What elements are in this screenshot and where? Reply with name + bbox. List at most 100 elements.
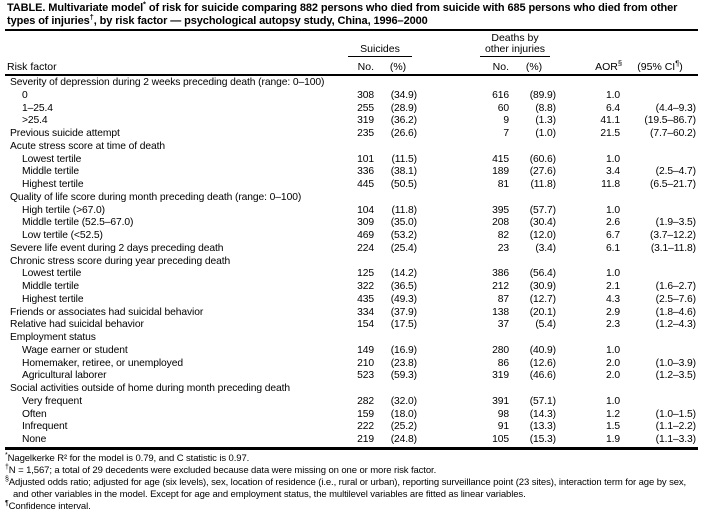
column-group-header-row: Suicides Deaths by other injuries [5, 31, 698, 57]
footnote-text: Nagelkerke R² for the model is 0.79, and… [7, 452, 250, 464]
cell-suicides-no [341, 77, 376, 90]
cell-suicides-pct [376, 383, 420, 396]
cell-aor [557, 332, 622, 345]
cell-ci [622, 396, 698, 409]
cell-suicides-pct: (50.5) [390, 179, 417, 190]
cell-ci: (6.5–21.7) [650, 179, 696, 190]
table-row: Acute stress score at time of death [5, 141, 698, 154]
risk-factor-label: Infrequent [22, 421, 68, 433]
cell-other-no: 105 [492, 434, 509, 445]
cell-suicides-no: 523 [357, 370, 374, 382]
cell-ci: (2.5–7.6) [655, 293, 696, 305]
cell-suicides-no: 336 [357, 166, 374, 178]
cell-ci: (3.7–12.2) [650, 230, 696, 241]
cell-other-no [420, 77, 511, 90]
table-row: Middle tertile 336 (38.1) 189 (27.6) 3.4… [5, 166, 698, 179]
other-injuries-column-group: Deaths by other injuries [420, 33, 557, 57]
cell-aor: 1.0 [605, 204, 620, 216]
cell-ci: (1.0–3.9) [655, 357, 696, 369]
cell-other-no: 9 [503, 115, 509, 127]
table-row: Relative had suicidal behavior 154 (17.5… [5, 319, 698, 332]
suicides-column-group: Suicides [341, 43, 420, 57]
table-row: Severe life event during 2 days precedin… [5, 243, 698, 256]
footnote-marker-dagger: † [89, 12, 94, 22]
cell-ci [622, 154, 698, 167]
title-text: TABLE. Multivariate model [7, 2, 144, 14]
cell-aor [557, 383, 622, 396]
risk-factor-label: 1–25.4 [22, 102, 53, 114]
cell-suicides-pct: (16.9) [390, 344, 417, 356]
footnotes: *Nagelkerke R² for the model is 0.79, an… [5, 450, 698, 513]
cell-other-pct [511, 192, 557, 205]
cell-suicides-pct: (53.2) [390, 230, 417, 241]
title-rule [5, 29, 698, 31]
footnote-marker-pilcrow: ¶ [675, 58, 680, 68]
footnote-marker: † [5, 463, 9, 471]
cell-other-no: 91 [497, 421, 509, 433]
cell-suicides-pct: (35.0) [390, 217, 417, 229]
cell-other-no: 395 [492, 204, 509, 216]
suicides-no-header: No. [357, 61, 374, 73]
cell-other-no [420, 383, 511, 396]
cell-other-no: 208 [492, 217, 509, 229]
cell-other-pct [511, 77, 557, 90]
cell-suicides-no: 125 [357, 268, 374, 280]
cell-suicides-no [341, 192, 376, 205]
cell-suicides-no: 255 [357, 102, 374, 114]
cell-suicides-no: 435 [357, 293, 374, 305]
table-body: Severity of depression during 2 weeks pr… [5, 76, 698, 447]
cell-suicides-no [341, 256, 376, 269]
risk-factor-label: Chronic stress score during year precedi… [10, 255, 231, 267]
table-row: Agricultural laborer 523 (59.3) 319 (46.… [5, 370, 698, 383]
risk-factor-label: Middle tertile (52.5–67.0) [22, 217, 134, 229]
table-row: Lowest tertile 101 (11.5) 415 (60.6) 1.0 [5, 154, 698, 167]
cell-ci [622, 90, 698, 103]
cell-suicides-no [341, 383, 376, 396]
cell-other-no: 86 [497, 357, 509, 369]
cell-aor: 1.2 [605, 408, 620, 420]
other-no-header: No. [492, 61, 509, 73]
cell-other-pct: (13.3) [529, 421, 556, 433]
footnote: †N = 1,567; a total of 29 decedents were… [5, 463, 698, 477]
aor-header: AOR§ [595, 58, 622, 73]
cell-suicides-no: 159 [357, 408, 374, 420]
table-row: Homemaker, retiree, or unemployed 210 (2… [5, 358, 698, 371]
risk-factor-label: Severity of depression during 2 weeks pr… [10, 77, 325, 88]
cell-suicides-no: 149 [357, 344, 374, 356]
table-title: TABLE. Multivariate model* of risk for s… [5, 0, 698, 29]
cell-aor: 1.0 [605, 344, 620, 356]
footnote-text: Adjusted odds ratio; adjusted for age (s… [8, 476, 687, 500]
cell-suicides-no: 104 [357, 204, 374, 216]
risk-factor-label: Acute stress score at time of death [10, 140, 166, 152]
cell-suicides-pct: (11.8) [391, 204, 417, 216]
cell-other-pct: (46.6) [529, 370, 556, 382]
cell-aor: 6.1 [605, 242, 620, 254]
suicides-pct-header: (%) [389, 61, 407, 73]
cell-ci: (1.9–3.5) [655, 217, 696, 229]
cell-aor [557, 256, 622, 269]
cell-ci: (7.7–60.2) [650, 128, 696, 139]
risk-factor-label: Lowest tertile [22, 268, 82, 280]
cell-other-pct: (1.3) [535, 115, 556, 127]
table-row: Friends or associates had suicidal behav… [5, 307, 698, 320]
table-row: 1–25.4 255 (28.9) 60 (8.8) 6.4 (4.4–9.3) [5, 103, 698, 116]
risk-factor-label: Friends or associates had suicidal behav… [10, 306, 204, 318]
cell-ci: (4.4–9.3) [655, 102, 696, 114]
risk-factor-label: Relative had suicidal behavior [10, 319, 144, 331]
cell-suicides-no: 101 [357, 153, 374, 165]
cell-ci: (1.2–3.5) [655, 370, 696, 382]
cell-other-pct: (60.6) [529, 153, 556, 165]
cell-other-no: 280 [492, 344, 509, 356]
table-row: Highest tertile 435 (49.3) 87 (12.7) 4.3… [5, 294, 698, 307]
cell-aor: 2.3 [605, 319, 620, 331]
cell-other-no [420, 192, 511, 205]
cell-aor: 11.8 [601, 179, 620, 190]
cell-suicides-pct: (37.9) [390, 306, 417, 318]
footnote: *Nagelkerke R² for the model is 0.79, an… [5, 452, 698, 465]
other-injuries-group-label: Deaths by other injuries [480, 33, 550, 57]
risk-factor-label: Homemaker, retiree, or unemployed [22, 357, 183, 369]
cell-other-pct [511, 332, 557, 345]
cell-other-no: 319 [492, 370, 509, 382]
cell-other-no: 391 [492, 395, 509, 407]
cell-suicides-no: 322 [357, 281, 374, 292]
